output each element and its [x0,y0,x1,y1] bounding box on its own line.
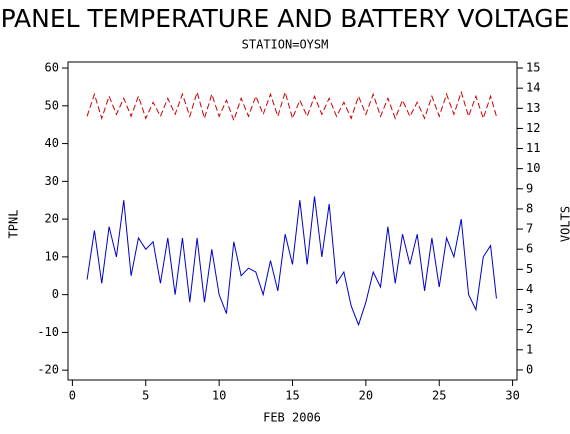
x-axis-label: FEB 2006 [263,411,321,425]
y-tick-label: 60 [45,61,59,75]
y2-tick-label: 9 [526,181,533,195]
x-tick-label: 20 [359,389,373,403]
plot-frame [68,62,517,380]
y-tick-label: 50 [45,98,59,112]
y2-tick-label: 7 [526,222,533,236]
y2-tick-label: 12 [526,121,540,135]
y-tick-label: 10 [45,249,59,263]
y2-tick-label: 13 [526,101,540,115]
y2-axis-label: VOLTS [559,206,570,242]
y-tick-label: 0 [52,287,59,301]
x-tick-label: 15 [285,389,299,403]
x-tick-label: 5 [142,389,149,403]
y2-tick-label: 1 [526,342,533,356]
series-line [87,196,496,324]
x-tick-label: 30 [505,389,519,403]
y-tick-label: 40 [45,136,59,150]
y2-tick-label: 11 [526,141,540,155]
y2-tick-label: 2 [526,322,533,336]
x-tick-label: 25 [432,389,446,403]
y2-tick-label: 15 [526,61,540,75]
chart-title: PANEL TEMPERATURE AND BATTERY VOLTAGE [1,4,570,33]
y2-tick-label: 6 [526,242,533,256]
series-line [87,92,496,120]
y2-tick-label: 8 [526,201,533,215]
y-axis-label: TPNL [7,210,21,239]
x-tick-label: 0 [69,389,76,403]
y2-tick-label: 3 [526,302,533,316]
y-tick-label: -20 [37,363,59,377]
y-tick-label: -10 [37,325,59,339]
y2-tick-label: 10 [526,161,540,175]
chart-subtitle: STATION=OYSM [242,38,329,52]
y2-tick-label: 0 [526,362,533,376]
y2-tick-label: 5 [526,262,533,276]
y2-tick-label: 14 [526,81,540,95]
y-tick-label: 20 [45,212,59,226]
y2-tick-label: 4 [526,282,533,296]
y-tick-label: 30 [45,174,59,188]
x-tick-label: 10 [212,389,226,403]
